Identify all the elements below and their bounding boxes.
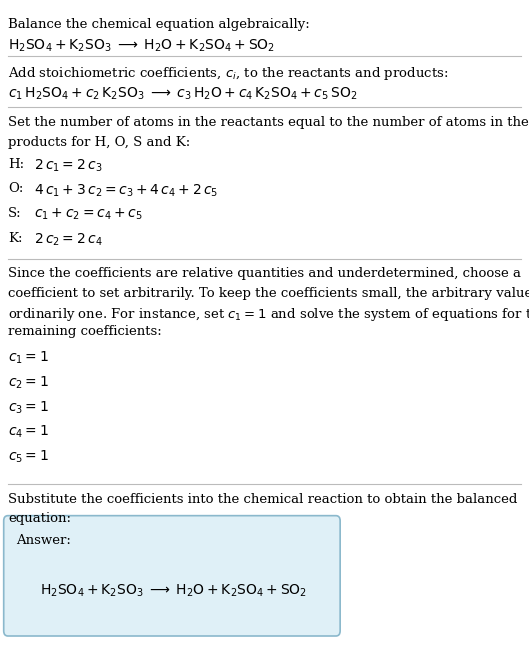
Text: ordinarily one. For instance, set $c_1 = 1$ and solve the system of equations fo: ordinarily one. For instance, set $c_1 =… <box>8 306 529 323</box>
Text: Add stoichiometric coefficients, $c_i$, to the reactants and products:: Add stoichiometric coefficients, $c_i$, … <box>8 65 448 82</box>
FancyBboxPatch shape <box>4 516 340 636</box>
Text: equation:: equation: <box>8 512 71 525</box>
Text: $2\,c_2 = 2\,c_4$: $2\,c_2 = 2\,c_4$ <box>34 232 103 248</box>
Text: coefficient to set arbitrarily. To keep the coefficients small, the arbitrary va: coefficient to set arbitrarily. To keep … <box>8 287 529 300</box>
Text: Set the number of atoms in the reactants equal to the number of atoms in the: Set the number of atoms in the reactants… <box>8 116 528 129</box>
Text: S:: S: <box>8 207 22 220</box>
Text: Answer:: Answer: <box>16 534 71 547</box>
Text: H:: H: <box>8 158 24 171</box>
Text: $c_3 = 1$: $c_3 = 1$ <box>8 399 49 415</box>
Text: $c_5 = 1$: $c_5 = 1$ <box>8 448 49 465</box>
Text: $c_1 = 1$: $c_1 = 1$ <box>8 350 49 366</box>
Text: $\mathrm{H_2SO_4 + K_2SO_3} \;\longrightarrow\; \mathrm{H_2O + K_2SO_4 + SO_2}$: $\mathrm{H_2SO_4 + K_2SO_3} \;\longright… <box>40 582 307 598</box>
Text: $c_2 = 1$: $c_2 = 1$ <box>8 375 49 391</box>
Text: $c_4 = 1$: $c_4 = 1$ <box>8 424 49 440</box>
Text: $4\,c_1 + 3\,c_2 = c_3 + 4\,c_4 + 2\,c_5$: $4\,c_1 + 3\,c_2 = c_3 + 4\,c_4 + 2\,c_5… <box>34 182 218 199</box>
Text: O:: O: <box>8 182 23 195</box>
Text: Substitute the coefficients into the chemical reaction to obtain the balanced: Substitute the coefficients into the che… <box>8 493 517 506</box>
Text: remaining coefficients:: remaining coefficients: <box>8 325 162 338</box>
Text: $c_1\,\mathrm{H_2SO_4} + c_2\,\mathrm{K_2SO_3} \;\longrightarrow\; c_3\,\mathrm{: $c_1\,\mathrm{H_2SO_4} + c_2\,\mathrm{K_… <box>8 85 358 102</box>
Text: $\mathrm{H_2SO_4 + K_2SO_3} \;\longrightarrow\; \mathrm{H_2O + K_2SO_4 + SO_2}$: $\mathrm{H_2SO_4 + K_2SO_3} \;\longright… <box>8 38 275 54</box>
Text: $2\,c_1 = 2\,c_3$: $2\,c_1 = 2\,c_3$ <box>34 158 103 174</box>
Text: $c_1 + c_2 = c_4 + c_5$: $c_1 + c_2 = c_4 + c_5$ <box>34 207 143 223</box>
Text: Balance the chemical equation algebraically:: Balance the chemical equation algebraica… <box>8 18 309 31</box>
Text: K:: K: <box>8 232 22 245</box>
Text: Since the coefficients are relative quantities and underdetermined, choose a: Since the coefficients are relative quan… <box>8 267 521 280</box>
Text: products for H, O, S and K:: products for H, O, S and K: <box>8 136 190 149</box>
